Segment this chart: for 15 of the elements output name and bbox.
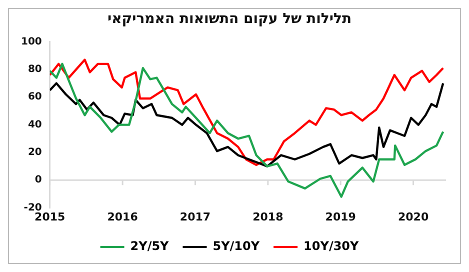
legend-label: 10Y/30Y bbox=[304, 239, 360, 254]
y-tick-label: 60 bbox=[28, 92, 42, 103]
x-tick-label: 2016 bbox=[107, 210, 138, 224]
chart-title: תלילות של עקום התשואות האמריקאי bbox=[107, 11, 352, 28]
x-tick-label: 2018 bbox=[252, 210, 284, 224]
y-tick-label: 0 bbox=[34, 174, 42, 186]
x-tick-label: 2017 bbox=[180, 210, 211, 224]
y-tick-label: 80 bbox=[28, 64, 42, 76]
y-tick-label: 40 bbox=[28, 119, 42, 130]
x-tick-label: 2020 bbox=[398, 210, 429, 224]
x-tick-label: 2019 bbox=[325, 210, 356, 224]
legend-label: 2Y/5Y bbox=[130, 239, 170, 254]
legend-label: 5Y/10Y bbox=[212, 239, 260, 254]
y-tick-label: 20 bbox=[28, 147, 42, 158]
y-tick-label: 100 bbox=[21, 36, 42, 48]
